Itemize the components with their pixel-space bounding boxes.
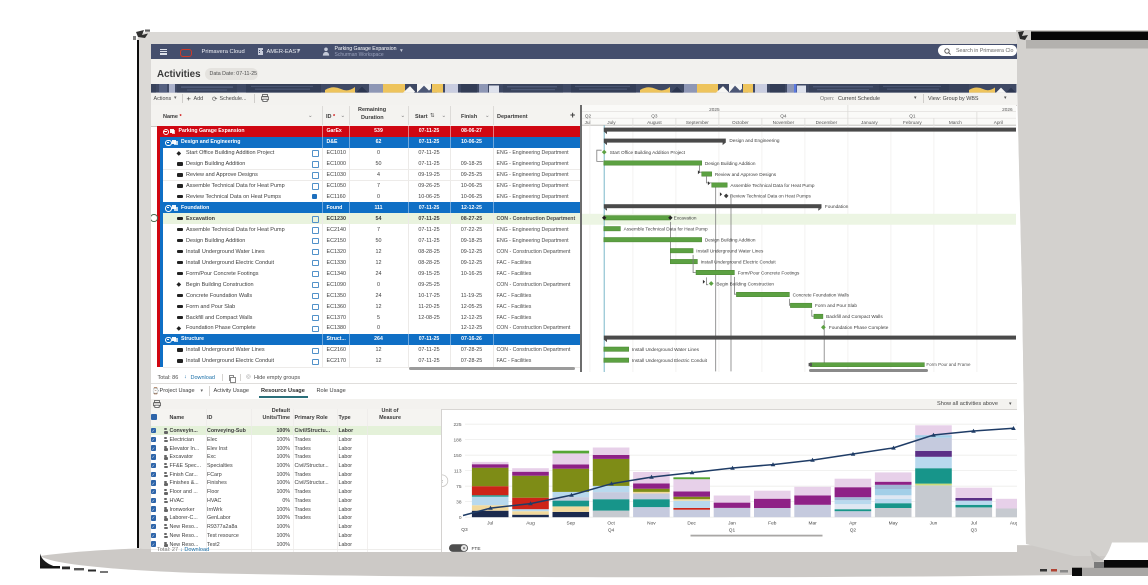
svg-text:225: 225 — [453, 422, 461, 428]
svg-text:2025: 2025 — [709, 107, 720, 112]
svg-text:September: September — [686, 120, 709, 125]
svg-text:Review and Approve Designs: Review and Approve Designs — [714, 171, 776, 176]
svg-text:December: December — [815, 120, 837, 125]
svg-text:Begin Building Construction: Begin Building Construction — [716, 281, 774, 286]
svg-text:Q2: Q2 — [584, 113, 591, 118]
svg-text:Sep: Sep — [566, 520, 575, 526]
svg-text:January: January — [861, 120, 878, 125]
svg-text:113: 113 — [453, 468, 461, 474]
svg-text:Mar: Mar — [808, 520, 817, 526]
svg-text:38: 38 — [456, 499, 462, 505]
svg-text:2026: 2026 — [1002, 107, 1013, 112]
svg-text:Install Underground Water Line: Install Underground Water Lines — [696, 248, 764, 253]
svg-text:Excavation: Excavation — [673, 215, 696, 220]
svg-text:Jul: Jul — [584, 120, 590, 125]
svg-text:Form and Pour Slab: Form and Pour Slab — [815, 303, 857, 308]
svg-text:✕: ✕ — [462, 546, 465, 551]
svg-text:Jan: Jan — [728, 520, 736, 526]
svg-text:Install Underground Electric C: Install Underground Electric Conduit — [631, 358, 707, 363]
svg-text:Q1: Q1 — [909, 113, 916, 118]
svg-text:Foundation: Foundation — [824, 203, 848, 208]
svg-text:March: March — [948, 120, 961, 125]
svg-text:Foundation Phase Complete: Foundation Phase Complete — [828, 325, 888, 330]
svg-text:Aug: Aug — [526, 520, 535, 526]
svg-text:75: 75 — [456, 484, 462, 490]
svg-text:0: 0 — [458, 515, 461, 521]
svg-text:Form/Pour Concrete Footings: Form/Pour Concrete Footings — [737, 270, 799, 275]
svg-text:Q3: Q3 — [461, 527, 468, 533]
svg-text:February: February — [903, 120, 922, 125]
svg-text:Dec: Dec — [687, 520, 696, 526]
svg-text:Feb: Feb — [768, 520, 777, 526]
svg-text:October: October — [732, 120, 749, 125]
svg-text:Design Building Addition: Design Building Addition — [704, 160, 755, 165]
svg-text:Backfill and Compact Walls: Backfill and Compact Walls — [826, 314, 883, 319]
svg-text:FTE: FTE — [471, 546, 480, 552]
svg-text:Install Underground Electric C: Install Underground Electric Conduit — [700, 259, 776, 264]
svg-text:Apr: Apr — [849, 520, 857, 526]
svg-text:Q4: Q4 — [780, 113, 787, 118]
svg-text:Jul: Jul — [970, 520, 976, 526]
svg-text:‹: ‹ — [442, 479, 443, 485]
svg-text:Q1: Q1 — [728, 527, 735, 533]
svg-text:August: August — [647, 120, 662, 125]
svg-text:Q2: Q2 — [849, 527, 856, 533]
svg-text:Aug: Aug — [1009, 520, 1016, 526]
svg-text:Q4: Q4 — [607, 527, 614, 533]
svg-text:Install Underground Water Line: Install Underground Water Lines — [631, 347, 699, 352]
svg-text:April: April — [993, 120, 1002, 125]
svg-text:188: 188 — [453, 437, 461, 443]
svg-text:Assemble Technical Data for He: Assemble Technical Data for Heat Pump — [730, 182, 814, 187]
svg-text:Form Pour and Frame: Form Pour and Frame — [926, 362, 971, 367]
svg-text:150: 150 — [453, 453, 461, 459]
svg-text:May: May — [888, 520, 898, 526]
svg-text:Jul: Jul — [487, 520, 493, 526]
svg-text:Jun: Jun — [929, 520, 937, 526]
svg-text:Q3: Q3 — [651, 113, 658, 118]
svg-text:Review Technical Data on Heat: Review Technical Data on Heat Pumps — [729, 193, 811, 198]
svg-text:Q3: Q3 — [970, 527, 977, 533]
svg-text:Assemble Technical Data for He: Assemble Technical Data for Heat Pump — [623, 226, 707, 231]
svg-text:July: July — [607, 120, 616, 125]
svg-text:November: November — [772, 120, 794, 125]
svg-text:Nov: Nov — [647, 520, 656, 526]
svg-text:Oct: Oct — [607, 520, 615, 526]
svg-text:Design and Engineering: Design and Engineering — [729, 138, 779, 143]
svg-text:Concrete Foundation Walls: Concrete Foundation Walls — [792, 292, 849, 297]
svg-text:Design Building Addition: Design Building Addition — [704, 237, 755, 242]
svg-text:Start Office Building Addition: Start Office Building Addition Project — [609, 149, 685, 154]
